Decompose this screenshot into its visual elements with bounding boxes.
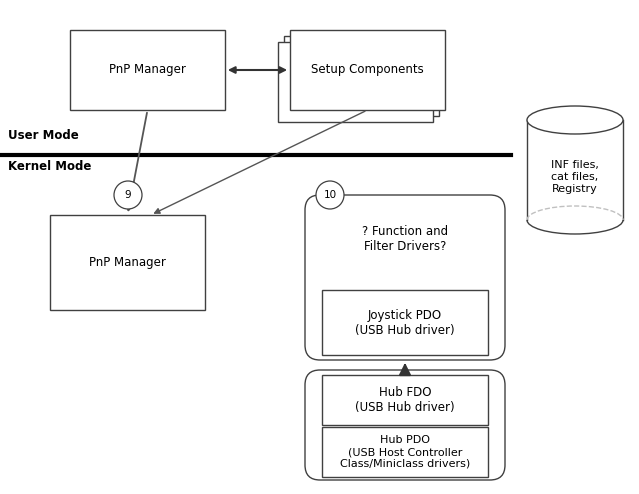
Text: Hub PDO
(USB Host Controller
Class/Miniclass drivers): Hub PDO (USB Host Controller Class/Minic…: [340, 435, 470, 469]
Text: INF files,
cat files,
Registry: INF files, cat files, Registry: [551, 161, 599, 194]
Bar: [322, 290, 488, 355]
Text: Joystick PDO
(USB Hub driver): Joystick PDO (USB Hub driver): [355, 308, 455, 336]
Text: User Mode: User Mode: [8, 129, 79, 142]
Bar: [278, 42, 433, 122]
Text: PnP Manager: PnP Manager: [89, 256, 166, 269]
Bar: [50, 215, 205, 310]
FancyBboxPatch shape: [305, 195, 505, 360]
Bar: [290, 30, 445, 110]
FancyBboxPatch shape: [305, 370, 505, 480]
Text: Kernel Mode: Kernel Mode: [8, 160, 91, 173]
Text: ? Function and
Filter Drivers?: ? Function and Filter Drivers?: [362, 225, 448, 253]
Text: Setup Components: Setup Components: [311, 64, 424, 77]
Circle shape: [316, 181, 344, 209]
Ellipse shape: [527, 106, 623, 134]
Text: Hub FDO
(USB Hub driver): Hub FDO (USB Hub driver): [355, 386, 455, 414]
Bar: [527, 120, 623, 220]
Text: 9: 9: [125, 190, 131, 200]
Bar: [322, 375, 488, 425]
Bar: [70, 30, 225, 110]
Text: 10: 10: [323, 190, 337, 200]
Bar: [284, 36, 439, 116]
Circle shape: [114, 181, 142, 209]
Text: PnP Manager: PnP Manager: [109, 64, 186, 77]
Bar: [322, 427, 488, 477]
